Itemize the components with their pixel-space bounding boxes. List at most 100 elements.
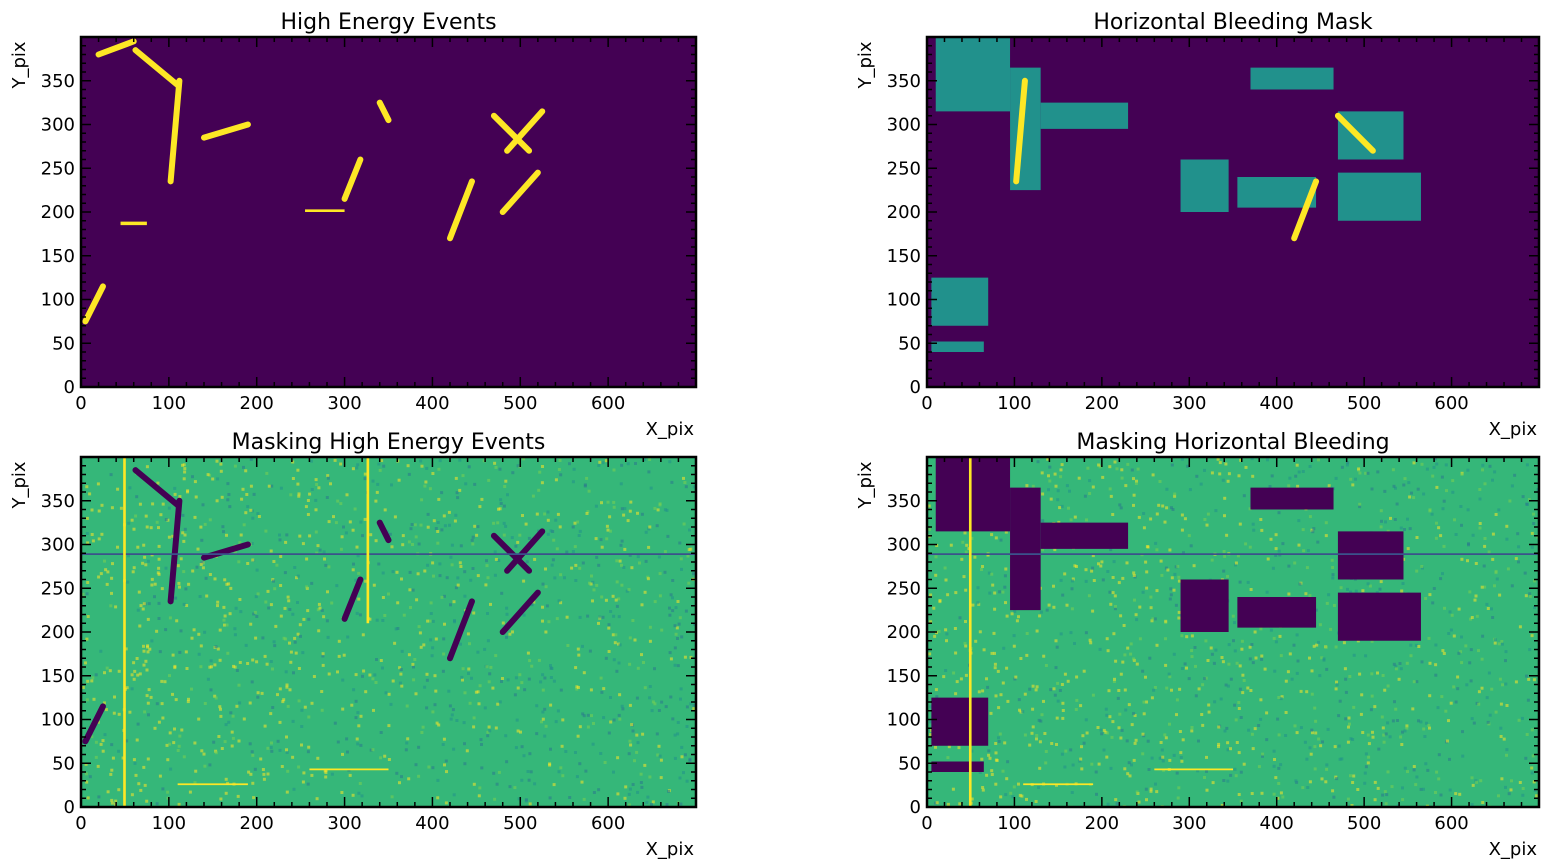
noise-pixel [193, 480, 197, 484]
noise-pixel [435, 721, 439, 725]
noise-pixel [1528, 592, 1532, 596]
noise-pixel [1397, 677, 1401, 681]
noise-pixel [198, 595, 202, 598]
noise-pixel [934, 555, 938, 559]
noise-pixel [1478, 488, 1482, 491]
noise-pixel [1411, 707, 1415, 711]
noise-pixel [381, 666, 384, 670]
noise-pixel [250, 680, 254, 684]
noise-pixel [186, 490, 189, 494]
noise-pixel [601, 615, 605, 619]
noise-pixel [1277, 766, 1281, 770]
noise-pixel [680, 755, 684, 759]
noise-pixel [1086, 466, 1090, 470]
noise-pixel [1114, 659, 1118, 663]
noise-pixel [1287, 564, 1291, 568]
noise-pixel [1218, 461, 1222, 465]
noise-pixel [1517, 560, 1520, 564]
noise-pixel [1197, 739, 1200, 743]
noise-pixel [1056, 489, 1060, 493]
noise-pixel [90, 533, 94, 536]
noise-pixel [1042, 654, 1046, 658]
noise-pixel [506, 493, 509, 497]
noise-pixel [953, 627, 957, 630]
noise-pixel [928, 527, 931, 531]
noise-pixel [1025, 653, 1029, 657]
noise-pixel [400, 684, 404, 688]
noise-pixel [1442, 652, 1446, 655]
noise-pixel [528, 802, 532, 806]
noise-pixel [1350, 804, 1354, 807]
noise-pixel [223, 740, 227, 744]
noise-pixel [1298, 582, 1302, 586]
noise-pixel [1265, 590, 1269, 594]
noise-pixel [628, 636, 632, 640]
y-axis-label: Y_pix [855, 461, 876, 509]
noise-pixel [1129, 642, 1133, 646]
noise-pixel [250, 750, 254, 754]
noise-pixel [91, 676, 95, 680]
feature-region [1040, 522, 1129, 549]
x-axis-label: X_pix [646, 419, 695, 440]
noise-pixel [1266, 458, 1269, 462]
noise-pixel [1349, 737, 1353, 741]
noise-pixel [981, 565, 984, 568]
noise-pixel [1405, 661, 1409, 665]
noise-pixel [181, 513, 185, 517]
noise-pixel [363, 517, 367, 521]
noise-pixel [420, 731, 424, 734]
noise-pixel [1272, 749, 1276, 753]
noise-pixel [585, 512, 589, 515]
noise-pixel [194, 769, 198, 773]
noise-pixel [450, 563, 454, 567]
noise-pixel [1111, 513, 1115, 516]
noise-pixel [1443, 606, 1446, 610]
noise-pixel [399, 668, 403, 671]
feature-track [1334, 112, 1376, 154]
noise-pixel [1099, 564, 1103, 568]
noise-pixel [411, 588, 415, 592]
noise-pixel [182, 570, 186, 574]
noise-pixel [1420, 462, 1424, 466]
noise-pixel [585, 476, 589, 480]
noise-pixel [1047, 488, 1050, 492]
noise-pixel [217, 735, 221, 738]
noise-pixel [161, 502, 165, 506]
noise-pixel [102, 701, 106, 705]
noise-pixel [581, 644, 584, 648]
noise-pixel [438, 459, 442, 463]
noise-pixel [1535, 666, 1539, 670]
noise-pixel [1483, 544, 1487, 548]
noise-pixel [429, 612, 433, 615]
noise-pixel [145, 694, 149, 698]
noise-pixel [316, 608, 320, 612]
feature-track [504, 108, 546, 154]
x-axis-label: X_pix [646, 839, 695, 860]
noise-pixel [1331, 576, 1335, 580]
noise-pixel [296, 468, 300, 472]
noise-pixel [134, 773, 138, 777]
noise-pixel [194, 495, 198, 499]
noise-pixel [1088, 638, 1092, 642]
noise-pixel [1391, 719, 1395, 723]
noise-pixel [685, 705, 689, 709]
noise-pixel [1125, 739, 1129, 743]
noise-pixel [375, 618, 379, 622]
noise-pixel [1159, 741, 1163, 744]
noise-pixel [945, 632, 949, 636]
noise-pixel [209, 659, 213, 663]
noise-pixel [1310, 692, 1314, 696]
noise-pixel [1030, 731, 1034, 735]
noise-pixel [524, 798, 528, 802]
noise-pixel [1144, 787, 1148, 791]
noise-pixel [1248, 507, 1252, 511]
noise-pixel [676, 600, 680, 603]
noise-pixel [1475, 780, 1479, 784]
noise-pixel [1141, 752, 1145, 756]
feature-region [1154, 768, 1233, 771]
noise-pixel [615, 604, 619, 608]
noise-pixel [1028, 743, 1032, 747]
noise-pixel [1263, 667, 1267, 671]
noise-pixel [1383, 688, 1387, 692]
noise-pixel [1346, 587, 1349, 591]
